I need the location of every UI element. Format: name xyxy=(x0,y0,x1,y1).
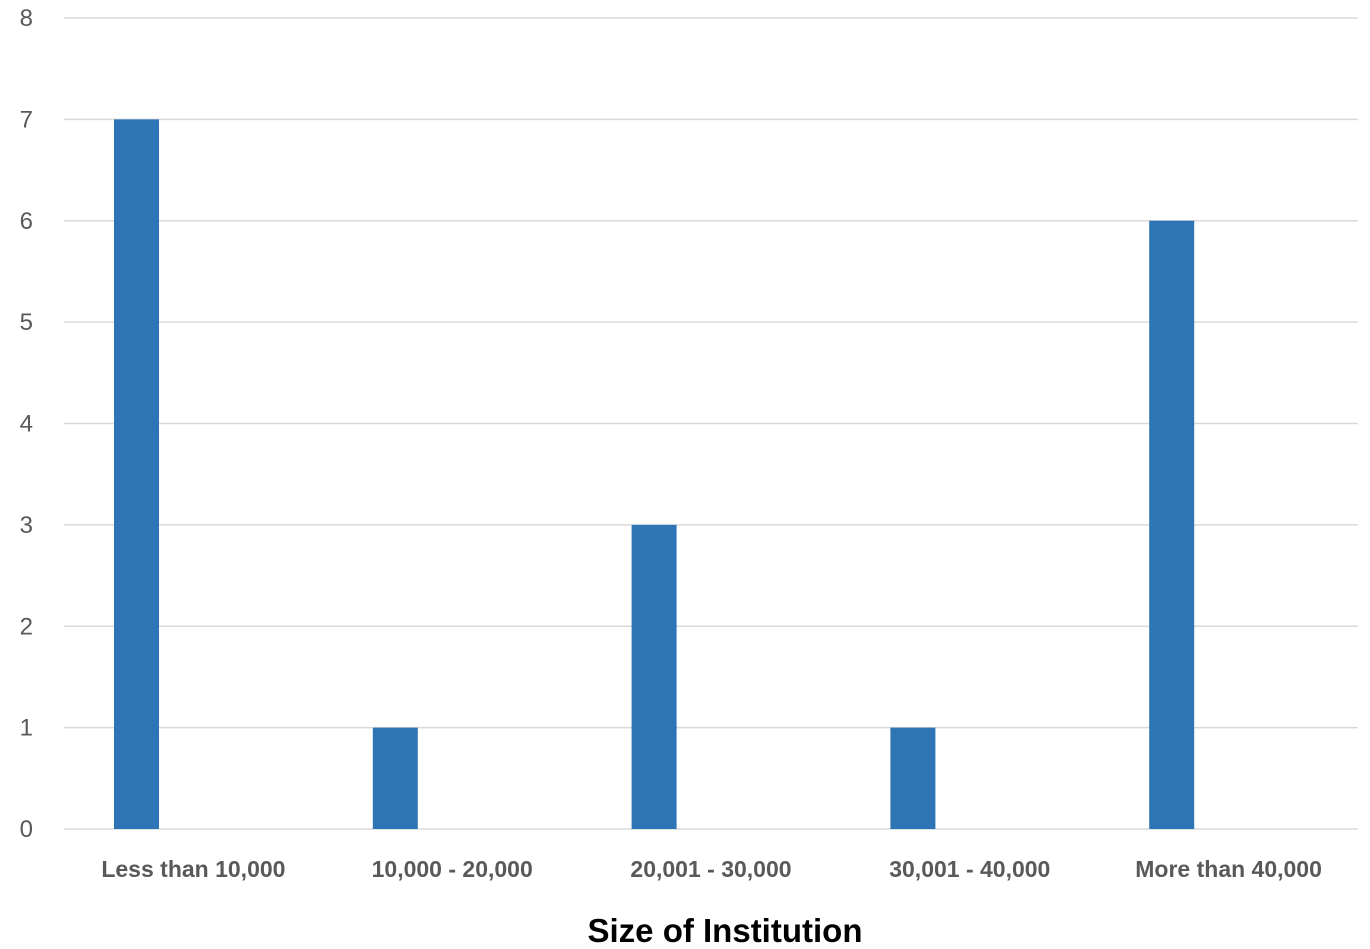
x-tick-label: 30,001 - 40,000 xyxy=(889,856,1050,882)
y-tick-label: 5 xyxy=(20,309,33,336)
y-tick-label: 3 xyxy=(20,512,33,539)
x-tick-label: More than 40,000 xyxy=(1135,856,1322,882)
bar xyxy=(372,727,418,829)
bar xyxy=(114,119,159,829)
y-tick-label: 6 xyxy=(20,208,33,235)
y-tick-label: 2 xyxy=(20,613,33,640)
x-tick-label: 10,000 - 20,000 xyxy=(372,856,533,882)
x-tick-label: 20,001 - 30,000 xyxy=(630,856,791,882)
y-tick-label: 0 xyxy=(20,816,33,843)
bar xyxy=(1149,220,1195,829)
y-tick-label: 4 xyxy=(20,411,33,438)
x-tick-label: Less than 10,000 xyxy=(101,856,285,882)
bar xyxy=(890,727,936,829)
y-tick-label: 1 xyxy=(20,715,33,742)
bars xyxy=(114,119,1195,829)
y-tick-label: 8 xyxy=(20,5,33,32)
gridlines xyxy=(64,17,1358,830)
y-tick-label: 7 xyxy=(20,106,33,133)
x-axis-title: Size of Institution xyxy=(588,912,863,949)
y-axis-ticks: 0 1 2 3 4 5 6 7 8 xyxy=(20,5,33,843)
bar xyxy=(631,524,677,829)
x-axis-ticks: Less than 10,000 10,000 - 20,000 20,001 - … xyxy=(101,856,1322,882)
